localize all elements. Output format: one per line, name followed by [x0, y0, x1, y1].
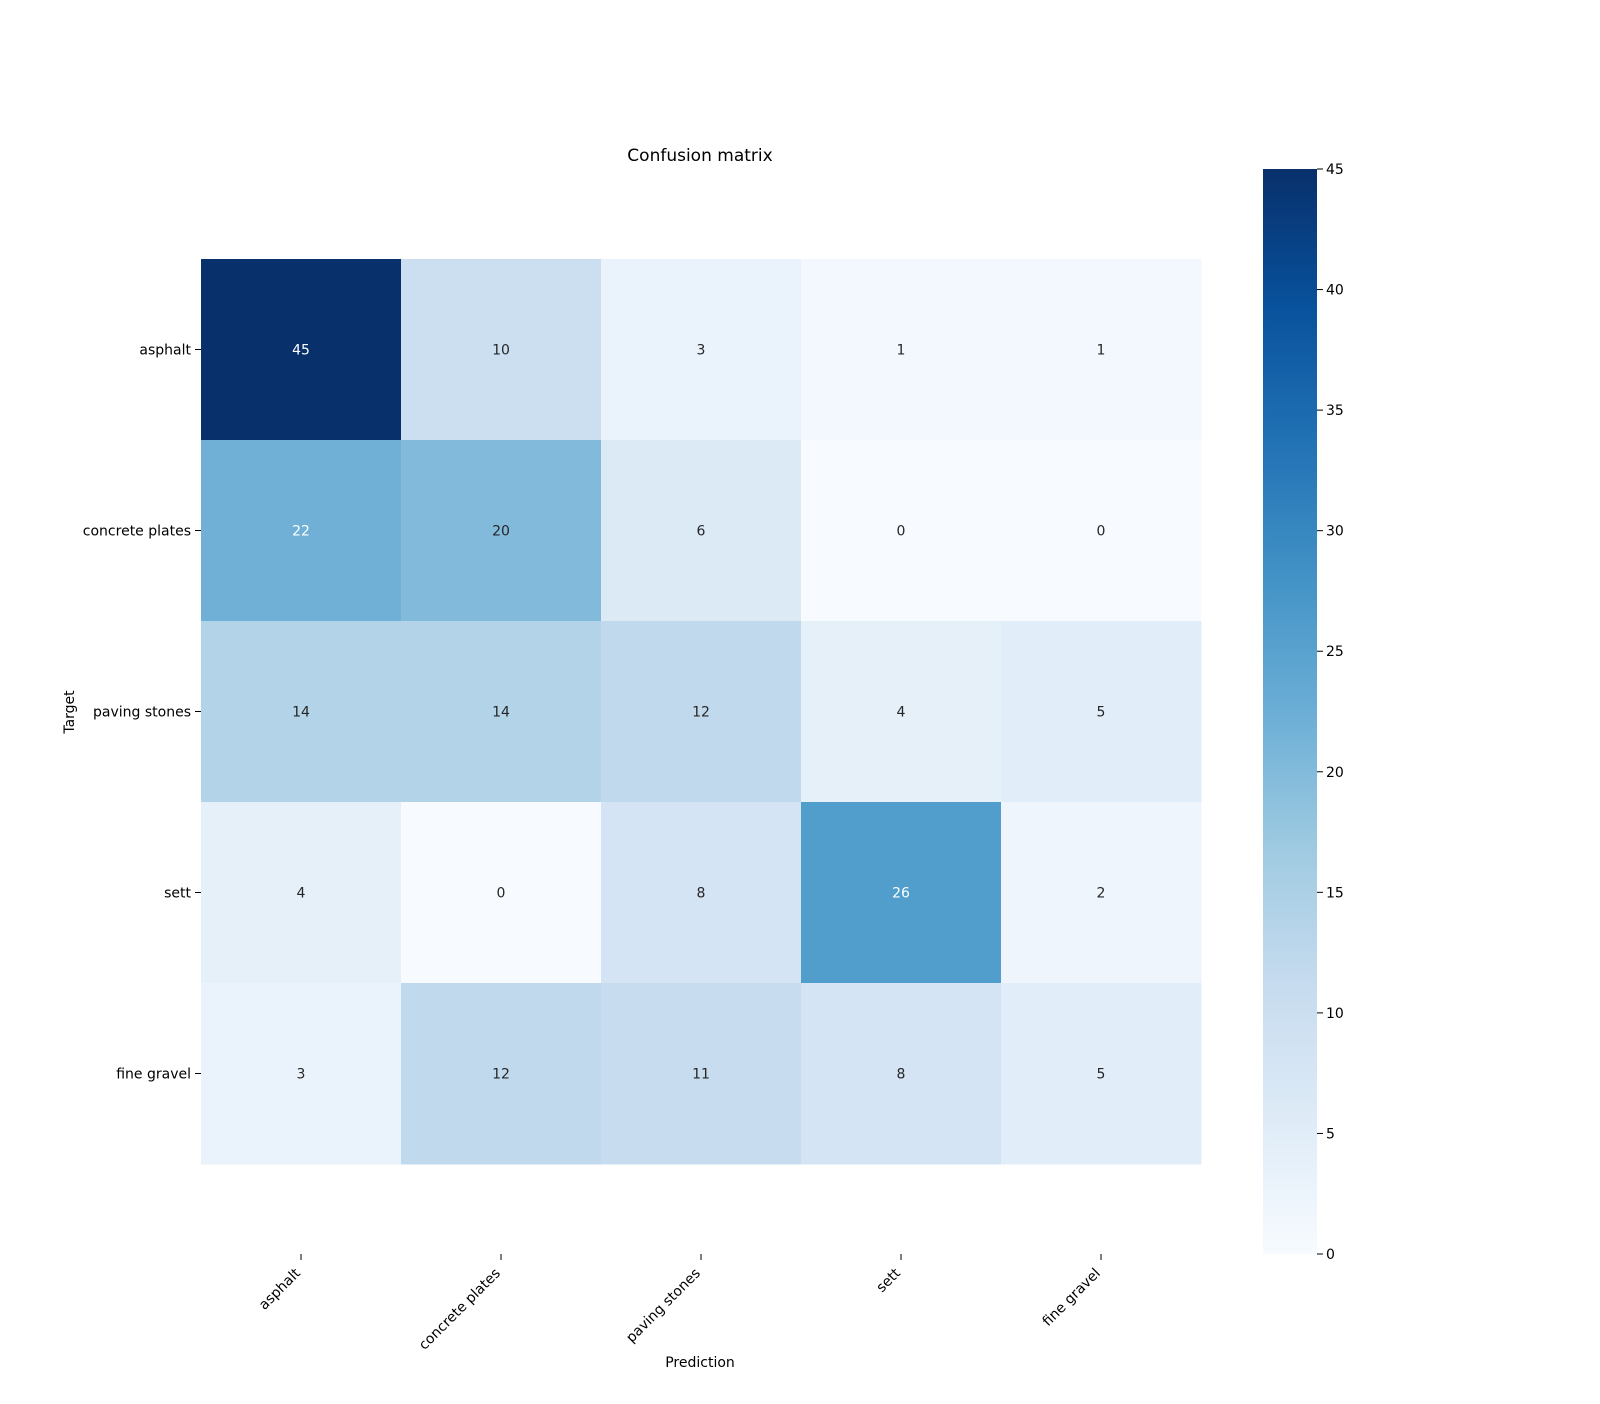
heatmap-cell [401, 802, 602, 984]
colorbar: 0 5 10 15 20 25 30 35 40 45 [1263, 162, 1344, 1263]
x-tick-label: paving stones [623, 1266, 704, 1347]
heatmap-cell [801, 440, 1002, 622]
x-tick-label: sett [874, 1265, 905, 1296]
cell-value-label: 11 [692, 1067, 710, 1083]
cell-value-label: 4 [297, 886, 306, 902]
y-axis: asphalt concrete plates paving stones sett f… [83, 343, 201, 1083]
heatmap-cell [401, 259, 602, 441]
colorbar-tick-label: 40 [1326, 283, 1344, 299]
heatmap-cell [801, 983, 1002, 1165]
colorbar-tick-label: 20 [1326, 765, 1344, 781]
cell-value-label: 14 [492, 705, 510, 721]
heatmap-cell [401, 621, 602, 803]
x-axis-label: Prediction [665, 1355, 735, 1371]
heatmap-cell [401, 440, 602, 622]
x-tick-label: fine gravel [1040, 1266, 1104, 1330]
cell-value-label: 0 [897, 524, 906, 540]
colorbar-tick-label: 25 [1326, 644, 1344, 660]
cell-value-label: 22 [292, 524, 310, 540]
cell-value-label: 12 [492, 1067, 510, 1083]
y-tick-label: fine gravel [116, 1067, 191, 1083]
cell-value-label: 3 [297, 1067, 306, 1083]
heatmap-cell [1001, 259, 1202, 441]
cell-value-label: 10 [492, 343, 510, 359]
y-tick-label: concrete plates [83, 524, 191, 540]
colorbar-tick-label: 0 [1326, 1247, 1335, 1263]
heatmap-cell [1001, 983, 1202, 1165]
colorbar-tick-label: 15 [1326, 885, 1344, 901]
heatmap-cell [801, 621, 1002, 803]
x-tick-label: concrete plates [416, 1266, 504, 1354]
cell-value-label: 8 [697, 886, 706, 902]
cell-value-label: 5 [1097, 1067, 1106, 1083]
cell-value-label: 4 [897, 705, 906, 721]
heatmap-cell [601, 983, 802, 1165]
heatmap-cell [201, 440, 402, 622]
heatmap-cell [601, 621, 802, 803]
heatmap-cell [1001, 621, 1202, 803]
cell-value-label: 0 [497, 886, 506, 902]
cell-value-label: 3 [697, 343, 706, 359]
heatmap-cell [601, 440, 802, 622]
y-tick-label: asphalt [139, 343, 191, 359]
heatmap-cell [801, 802, 1002, 984]
colorbar-tick-label: 35 [1326, 403, 1344, 419]
colorbar-gradient [1263, 169, 1317, 1254]
cell-value-label: 2 [1097, 886, 1106, 902]
colorbar-tick-label: 45 [1326, 162, 1344, 178]
cell-value-label: 26 [892, 886, 910, 902]
heatmap-cell [601, 259, 802, 441]
heatmap-cells: 45 10 3 1 122 20 6 0 014 14 12 4 54 0 8 26 23 12 11 8 5 [201, 259, 1202, 1165]
cell-value-label: 1 [897, 343, 906, 359]
colorbar-tick-label: 10 [1326, 1006, 1344, 1022]
x-axis: asphalt concrete plates paving stones sett f… [256, 1254, 1104, 1353]
heatmap-cell [201, 259, 402, 441]
colorbar-tick-label: 5 [1326, 1126, 1335, 1142]
y-axis-label: Target [62, 690, 78, 735]
cell-value-label: 14 [292, 705, 310, 721]
heatmap-cell [201, 802, 402, 984]
y-tick-label: paving stones [93, 705, 191, 721]
cell-value-label: 5 [1097, 705, 1106, 721]
heatmap-cell [801, 259, 1002, 441]
cell-value-label: 1 [1097, 343, 1106, 359]
heatmap-cell [201, 983, 402, 1165]
cell-value-label: 45 [292, 343, 310, 359]
heatmap-cell [401, 983, 602, 1165]
heatmap-cell [601, 802, 802, 984]
x-tick-label: asphalt [256, 1265, 304, 1313]
heatmap-cell [201, 621, 402, 803]
cell-value-label: 12 [692, 705, 710, 721]
y-tick-label: sett [164, 886, 191, 902]
heatmap-cell [1001, 440, 1202, 622]
chart-title: Confusion matrix [627, 146, 772, 166]
heatmap-cell [1001, 802, 1202, 984]
cell-value-label: 20 [492, 524, 510, 540]
cell-value-label: 6 [697, 524, 706, 540]
cell-value-label: 0 [1097, 524, 1106, 540]
cell-value-label: 8 [897, 1067, 906, 1083]
colorbar-tick-label: 30 [1326, 524, 1344, 540]
